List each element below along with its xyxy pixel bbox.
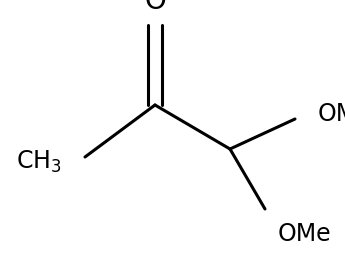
Text: O: O [144,0,166,15]
Text: CH$_3$: CH$_3$ [16,149,62,175]
Text: OMe: OMe [278,222,332,246]
Text: OMe: OMe [318,102,345,126]
